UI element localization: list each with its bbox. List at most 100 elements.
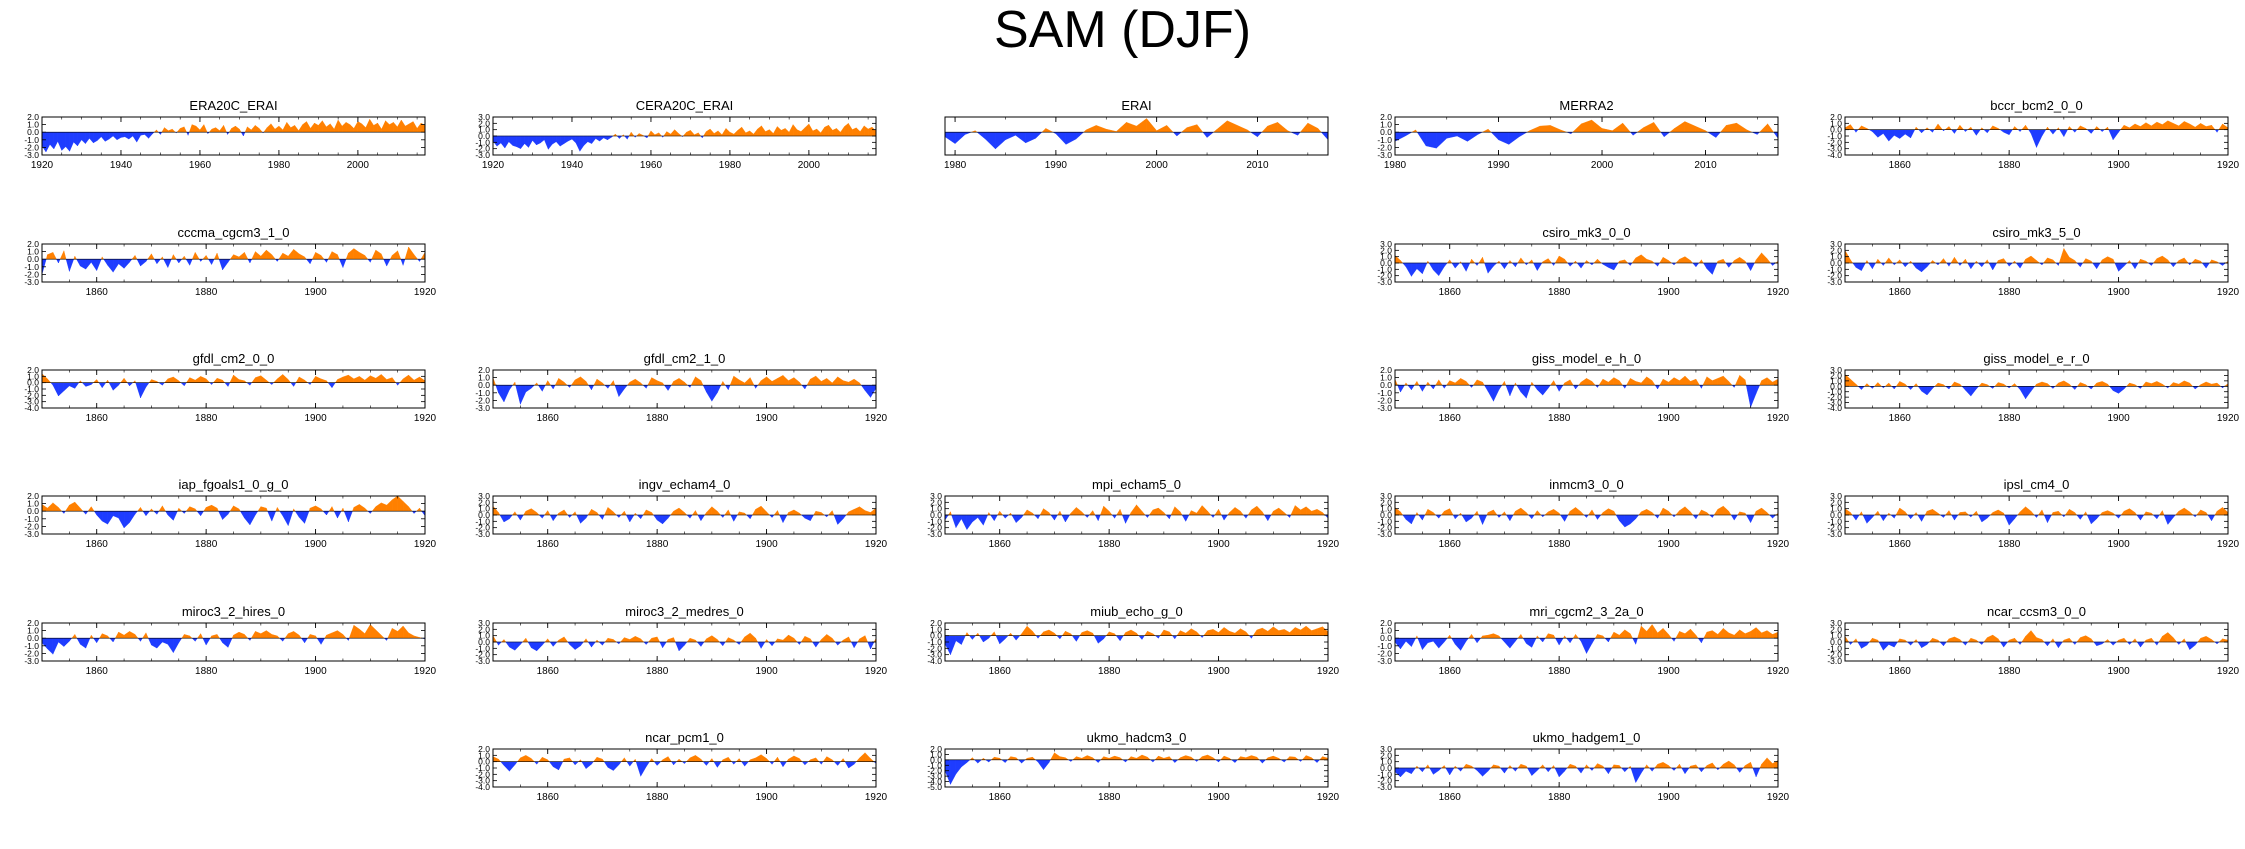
negative-area bbox=[227, 638, 233, 648]
y-tick-label: -1.0 bbox=[1377, 516, 1392, 526]
negative-area bbox=[2211, 514, 2216, 522]
positive-area bbox=[828, 124, 833, 137]
positive-area bbox=[2216, 507, 2223, 516]
positive-area bbox=[405, 123, 410, 133]
positive-area bbox=[1575, 633, 1580, 639]
positive-area bbox=[2173, 123, 2179, 130]
positive-area bbox=[689, 637, 696, 643]
panel-title: inmcm3_0_0 bbox=[1549, 477, 1623, 492]
negative-area bbox=[1712, 262, 1718, 275]
negative-area bbox=[282, 511, 289, 527]
positive-area bbox=[1551, 764, 1554, 769]
positive-area bbox=[2052, 638, 2056, 643]
positive-area bbox=[1057, 510, 1061, 516]
negative-area bbox=[1509, 638, 1516, 649]
positive-area bbox=[1265, 757, 1269, 761]
positive-area bbox=[1197, 756, 1203, 761]
positive-area bbox=[129, 631, 136, 639]
negative-area bbox=[240, 131, 244, 137]
positive-area bbox=[1539, 125, 1551, 133]
plot-frame bbox=[944, 622, 1329, 662]
positive-area bbox=[1449, 634, 1452, 639]
negative-area bbox=[101, 131, 106, 142]
positive-area bbox=[1646, 764, 1650, 769]
positive-area bbox=[673, 507, 680, 516]
negative-area bbox=[782, 761, 788, 768]
positive-area bbox=[2030, 510, 2035, 516]
y-tick-label: -1.0 bbox=[927, 760, 942, 770]
positive-area bbox=[1562, 382, 1565, 386]
positive-area bbox=[1039, 631, 1044, 636]
negative-area bbox=[870, 385, 877, 399]
positive-area bbox=[1959, 511, 1966, 516]
negative-area bbox=[951, 514, 957, 528]
x-tick-label: 1860 bbox=[1439, 287, 1462, 298]
negative-area bbox=[1493, 385, 1500, 402]
y-tick-label: -3.0 bbox=[24, 397, 39, 407]
positive-area bbox=[1405, 382, 1409, 386]
positive-area bbox=[788, 755, 795, 762]
negative-area bbox=[1418, 767, 1423, 773]
positive-area bbox=[1899, 638, 1906, 643]
negative-area bbox=[1651, 767, 1656, 772]
negative-area bbox=[2086, 514, 2092, 524]
positive-area bbox=[1059, 756, 1066, 761]
negative-area bbox=[508, 135, 513, 146]
negative-area bbox=[219, 638, 223, 644]
positive-area bbox=[613, 511, 617, 516]
negative-area bbox=[1520, 385, 1527, 399]
positive-area bbox=[1218, 626, 1225, 636]
negative-area bbox=[950, 759, 957, 785]
negative-area bbox=[549, 641, 554, 648]
negative-area bbox=[1907, 514, 1911, 520]
negative-area bbox=[2019, 641, 2023, 646]
negative-area bbox=[304, 638, 308, 644]
y-tick-label: 2.0 bbox=[1830, 624, 1842, 634]
y-tick-label: -2.0 bbox=[1827, 271, 1842, 281]
negative-area bbox=[1948, 386, 1952, 390]
negative-area bbox=[1313, 759, 1318, 764]
y-tick-label: -2.0 bbox=[1377, 271, 1392, 281]
positive-area bbox=[1262, 511, 1265, 516]
positive-area bbox=[309, 505, 316, 512]
negative-area bbox=[2140, 641, 2145, 648]
positive-area bbox=[1844, 508, 1851, 516]
negative-area bbox=[653, 761, 658, 767]
negative-area bbox=[2118, 262, 2125, 272]
positive-area bbox=[298, 253, 305, 260]
positive-area bbox=[1983, 636, 1988, 643]
y-tick-label: 0.0 bbox=[478, 380, 490, 390]
negative-area bbox=[972, 635, 977, 641]
negative-area bbox=[1583, 514, 1587, 519]
negative-area bbox=[1972, 129, 1977, 137]
negative-area bbox=[689, 514, 693, 519]
positive-area bbox=[842, 380, 849, 386]
negative-area bbox=[65, 259, 70, 272]
negative-area bbox=[538, 514, 543, 519]
negative-area bbox=[528, 135, 533, 149]
negative-area bbox=[602, 641, 606, 646]
negative-area bbox=[1033, 514, 1039, 520]
positive-area bbox=[788, 377, 795, 386]
negative-area bbox=[2140, 386, 2143, 390]
positive-area bbox=[1772, 631, 1779, 639]
x-tick-label: 1900 bbox=[1657, 792, 1680, 803]
positive-area bbox=[244, 126, 248, 133]
positive-area bbox=[1081, 630, 1088, 636]
positive-area bbox=[1300, 506, 1307, 516]
positive-area bbox=[2184, 507, 2190, 516]
positive-area bbox=[806, 378, 811, 386]
negative-area bbox=[173, 638, 179, 654]
positive-area bbox=[2099, 511, 2103, 516]
negative-area bbox=[1416, 262, 1423, 275]
positive-area bbox=[1256, 627, 1263, 636]
negative-area bbox=[833, 514, 838, 525]
negative-area bbox=[1094, 514, 1099, 521]
positive-area bbox=[620, 757, 625, 762]
panel-mpi-echam5-0: mpi_echam5_03.02.01.00.0-1.0-2.0-3.01860… bbox=[927, 477, 1339, 550]
positive-area bbox=[1163, 756, 1170, 761]
positive-area bbox=[2145, 511, 2152, 516]
negative-area bbox=[148, 131, 153, 139]
negative-area bbox=[187, 131, 190, 136]
negative-area bbox=[994, 514, 998, 522]
